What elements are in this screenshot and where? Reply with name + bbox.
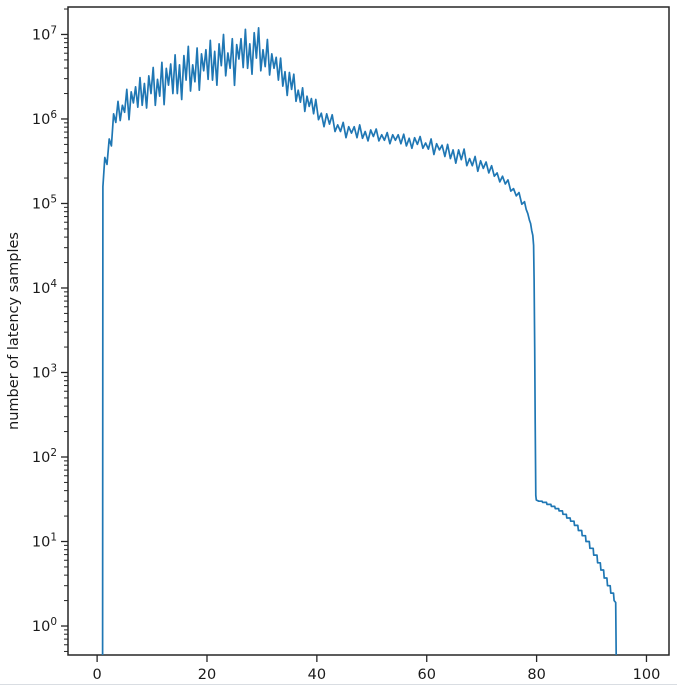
y-tick-label: 102 [32, 447, 57, 466]
y-tick-label: 103 [32, 362, 57, 381]
plot-spines [67, 6, 670, 656]
y-tick-label: 100 [32, 616, 57, 635]
y-tick-label: 104 [32, 278, 57, 297]
x-tick-label: 20 [198, 667, 216, 683]
y-axis: 100 101 102 103 104 105 106 107 [32, 8, 68, 652]
page-bottom-rule [0, 684, 677, 685]
y-axis-label: number of latency samples [6, 232, 22, 430]
y-tick-label: 106 [32, 109, 57, 128]
y-tick-label: 105 [32, 193, 57, 212]
latency-curve [101, 26, 618, 655]
x-axis: 0 20 40 60 80 100 [92, 655, 660, 683]
x-tick-label: 60 [418, 667, 436, 683]
y-tick-label: 107 [32, 24, 57, 43]
y-tick-label: 101 [32, 532, 57, 551]
x-tick-label: 100 [633, 667, 661, 683]
x-tick-label: 40 [308, 667, 326, 683]
x-tick-label: 0 [92, 667, 101, 683]
x-tick-label: 80 [527, 667, 545, 683]
